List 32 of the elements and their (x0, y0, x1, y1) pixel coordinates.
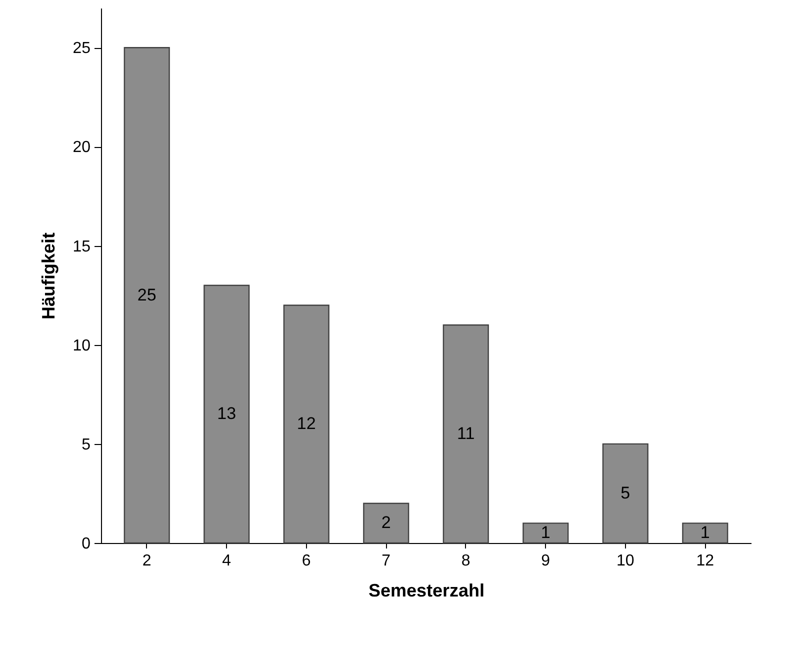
data-label: 1 (540, 523, 550, 542)
y-tick-label: 0 (82, 536, 91, 552)
bar (124, 47, 170, 544)
x-tick-label: 8 (461, 552, 470, 570)
x-tick-label: 10 (616, 552, 634, 570)
bar (204, 284, 250, 544)
x-tick-label: 12 (696, 552, 714, 570)
x-tick-label: 7 (382, 552, 391, 570)
x-axis-title: Semesterzahl (368, 580, 485, 600)
data-label: 12 (296, 414, 316, 434)
bar (442, 324, 489, 544)
x-tick-label: 2 (142, 552, 152, 570)
x-tick-label: 9 (541, 552, 550, 570)
x-tick-label: 4 (222, 552, 232, 570)
data-label: 5 (620, 483, 630, 502)
bar (522, 522, 569, 544)
data-label: 25 (137, 285, 156, 304)
y-tick-label: 20 (72, 139, 91, 156)
bar (363, 502, 410, 544)
y-tick-label: 5 (82, 436, 91, 454)
y-tick-label: 25 (72, 40, 91, 58)
y-tick-label: 10 (72, 337, 91, 354)
data-label: 13 (217, 404, 236, 424)
data-label: 11 (457, 424, 475, 444)
bar (283, 304, 330, 544)
y-axis-title: Häufigkeit (38, 232, 59, 320)
data-label: 2 (381, 513, 391, 532)
bar (602, 443, 648, 544)
data-label: 1 (700, 523, 710, 542)
x-tick-label: 6 (302, 552, 311, 570)
y-tick-label: 15 (72, 238, 91, 256)
bar (682, 522, 728, 544)
